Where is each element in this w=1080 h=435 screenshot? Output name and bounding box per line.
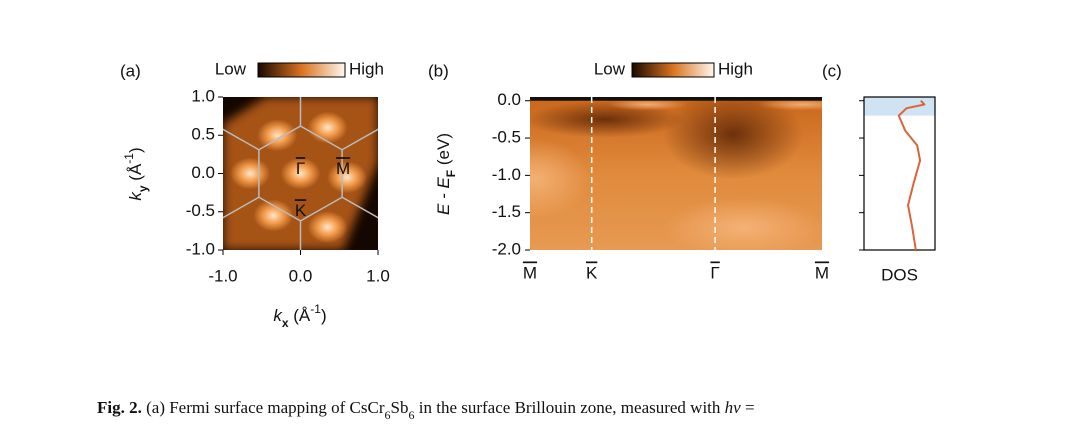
zone-edge — [341, 128, 378, 151]
caption-label: Fig. 2. — [97, 398, 142, 417]
label-part: (Å — [289, 306, 311, 325]
label-part: k — [273, 306, 283, 325]
label-part: -1 — [122, 153, 136, 164]
label-part: y — [136, 185, 150, 192]
y-tick-label: -0.5 — [492, 128, 521, 147]
panel-label: (c) — [822, 61, 842, 80]
label-part: x — [282, 316, 289, 330]
bright-region — [663, 197, 822, 250]
band-map — [530, 97, 822, 250]
intensity-spot — [307, 111, 348, 144]
y-tick-label: -1.0 — [492, 165, 521, 184]
dos-frame — [863, 96, 936, 251]
label-part: (eV) — [434, 133, 453, 170]
bright-region — [607, 98, 688, 111]
bright-region — [530, 139, 591, 220]
y-tick-label: 1.0 — [191, 86, 215, 105]
label-part: ) — [126, 147, 145, 153]
y-tick-label: -2.0 — [492, 239, 521, 258]
dark-region — [663, 97, 804, 180]
x-tick-label: 0.0 — [289, 266, 313, 285]
colorbar — [631, 62, 715, 78]
highlight-band — [864, 97, 935, 116]
y-tick-label: -0.5 — [186, 201, 215, 220]
y-tick-label: -1.5 — [492, 202, 521, 221]
figure-content: (a) Low High Γ M K -1.0 0.0 1.0 -1.0 -0.5 0.0 0.5 1.0… — [97, 59, 936, 422]
intensity-spot — [280, 157, 321, 190]
intensity-spot — [230, 157, 271, 190]
colorbar-low: Low — [594, 59, 626, 78]
label-part: E — [434, 203, 453, 215]
x-tick-label: -1.0 — [208, 266, 237, 285]
label-part: k — [126, 191, 145, 201]
intensity-spot — [257, 119, 298, 152]
zone-edge — [223, 196, 260, 219]
caption-text: 6 — [409, 408, 415, 422]
caption-text: (a) Fermi surface mapping of CsCr — [142, 398, 385, 417]
caption-text: hν — [725, 398, 742, 417]
intensity-spot — [327, 161, 367, 194]
y-tick-label: -1.0 — [186, 239, 215, 258]
label-part: - E — [434, 177, 453, 204]
x-tick-label: M — [815, 263, 829, 282]
panel-label: (b) — [428, 61, 449, 80]
y-axis-label: ky (Å-1) — [122, 147, 150, 200]
colorbar-high: High — [718, 59, 753, 78]
y-tick-label: 0.0 — [191, 163, 215, 182]
intensity-spot — [253, 199, 294, 232]
colorbar-high: High — [349, 59, 384, 78]
dos-curve — [897, 100, 926, 251]
bright-region — [757, 98, 822, 111]
intensity-spot — [307, 211, 348, 244]
label-part: ) — [321, 306, 327, 325]
panel-label: (a) — [120, 61, 141, 80]
x-tick-label: M — [523, 263, 537, 282]
zone-edge — [223, 128, 260, 151]
symmetry-point: M — [336, 159, 350, 178]
y-axis-label: E - EF (eV) — [434, 133, 458, 215]
caption-text: in the surface Brillouin zone, measured … — [415, 398, 725, 417]
x-tick-label: K — [586, 263, 598, 282]
y-tick-label: 0.0 — [497, 90, 521, 109]
label-part: -1 — [310, 302, 321, 316]
y-tick-label: 0.5 — [191, 125, 215, 144]
fermi-map — [223, 97, 378, 250]
top-edge — [530, 97, 822, 101]
x-tick-label: 1.0 — [366, 266, 390, 285]
x-axis-label: kx (Å-1) — [273, 302, 326, 330]
colorbar — [257, 62, 346, 78]
caption-text: 6 — [385, 408, 391, 422]
x-tick-label: Γ — [710, 263, 719, 282]
label-part: F — [444, 170, 458, 177]
symmetry-point: K — [295, 201, 307, 220]
symmetry-point: Γ — [296, 159, 305, 178]
label-part: (Å — [126, 163, 145, 185]
zone-edge — [341, 196, 378, 219]
x-axis-label: DOS — [881, 265, 918, 284]
caption: Fig. 2. (a) Fermi surface mapping of CsC… — [97, 398, 755, 422]
colorbar-low: Low — [215, 59, 247, 78]
caption-text: = — [741, 398, 755, 417]
caption-text: Sb — [391, 398, 409, 417]
